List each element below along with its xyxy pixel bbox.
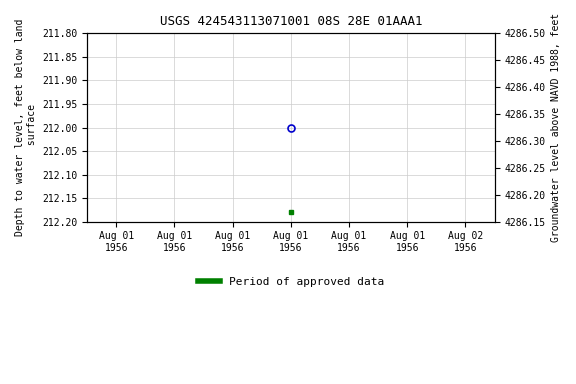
Title: USGS 424543113071001 08S 28E 01AAA1: USGS 424543113071001 08S 28E 01AAA1 — [160, 15, 422, 28]
Y-axis label: Groundwater level above NAVD 1988, feet: Groundwater level above NAVD 1988, feet — [551, 13, 561, 242]
Legend: Period of approved data: Period of approved data — [193, 273, 388, 291]
Y-axis label: Depth to water level, feet below land
 surface: Depth to water level, feet below land su… — [15, 19, 37, 236]
